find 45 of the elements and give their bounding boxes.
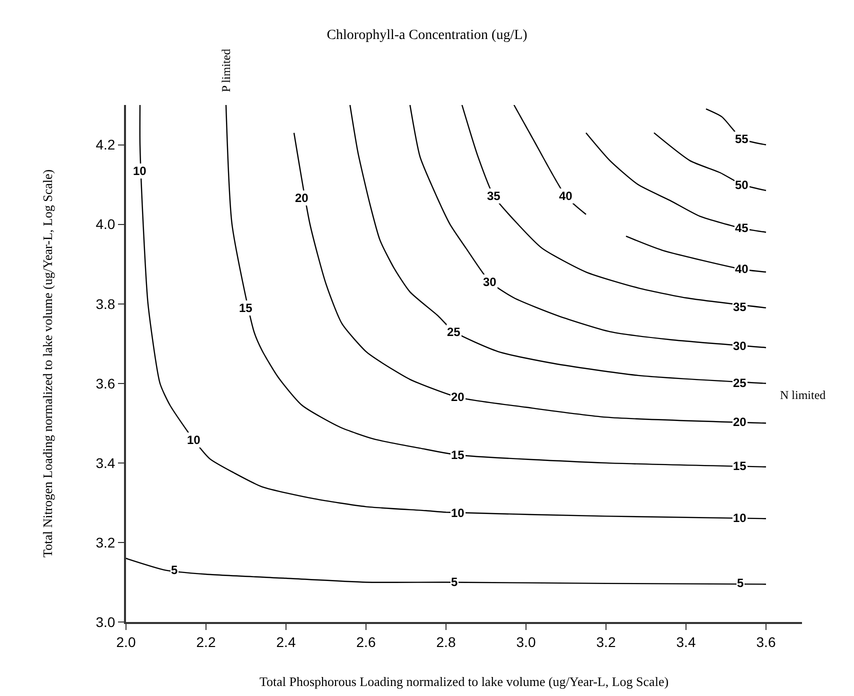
y-tick-label: 3.6 bbox=[96, 375, 116, 392]
annotation: 35 bbox=[487, 189, 501, 203]
annotation: 15 bbox=[733, 459, 747, 473]
x-tick-label: 2.8 bbox=[436, 634, 456, 650]
annotation: 10 bbox=[451, 506, 465, 520]
annotation: 40 bbox=[735, 262, 749, 276]
annotation: 5 bbox=[451, 575, 458, 589]
y-tick-label: 3.8 bbox=[96, 296, 116, 312]
text: P limited bbox=[218, 48, 233, 92]
y-tick-label: 3.2 bbox=[96, 534, 116, 550]
annotation: 25 bbox=[447, 325, 461, 339]
annotation: 30 bbox=[733, 339, 747, 353]
annotation: N limited bbox=[780, 388, 826, 402]
chart-title: Chlorophyll-a Concentration (ug/L) bbox=[326, 28, 528, 43]
annotation: 55 bbox=[735, 132, 749, 146]
y-axis-title: Total Nitrogen Loading normalized to lake volume (ug/Year-L, Log Scale) bbox=[40, 169, 56, 558]
x-tick-label: 2.4 bbox=[276, 634, 296, 650]
annotation: 40 bbox=[559, 189, 573, 203]
annotation: 15 bbox=[451, 448, 465, 462]
x-tick-label: 3.2 bbox=[596, 634, 616, 650]
annotation: 5 bbox=[171, 563, 178, 577]
annotation: 20 bbox=[295, 191, 309, 205]
annotation: 15 bbox=[239, 301, 253, 315]
x-tick-label: 2.0 bbox=[116, 634, 136, 650]
annotation: 10 bbox=[187, 433, 201, 447]
annotation: 20 bbox=[733, 415, 747, 429]
annotation: 25 bbox=[733, 376, 747, 390]
x-axis-title: Total Phosphorous Loading normalized to lake volume (ug/Year-L, Log Scale) bbox=[259, 674, 669, 689]
annotation: 35 bbox=[733, 300, 747, 314]
annotation: 10 bbox=[733, 511, 747, 525]
x-tick-label: 3.4 bbox=[676, 634, 696, 650]
x-tick-label: 3.0 bbox=[516, 634, 536, 650]
annotation: 30 bbox=[483, 275, 497, 289]
annotation: 45 bbox=[735, 221, 749, 235]
annotation: 5 bbox=[737, 576, 744, 590]
y-tick-label: 4.2 bbox=[96, 136, 116, 153]
y-tick-label: 4.0 bbox=[96, 216, 116, 232]
annotation: 10 bbox=[133, 164, 147, 178]
x-tick-label: 2.6 bbox=[356, 634, 376, 650]
y-tick-label: 3.4 bbox=[96, 454, 116, 471]
annotation: 50 bbox=[735, 178, 749, 192]
x-tick-label: 2.2 bbox=[196, 634, 216, 650]
y-tick-label: 3.0 bbox=[96, 614, 116, 630]
annotation: 20 bbox=[451, 390, 465, 404]
x-tick-label: 3.6 bbox=[756, 634, 776, 650]
